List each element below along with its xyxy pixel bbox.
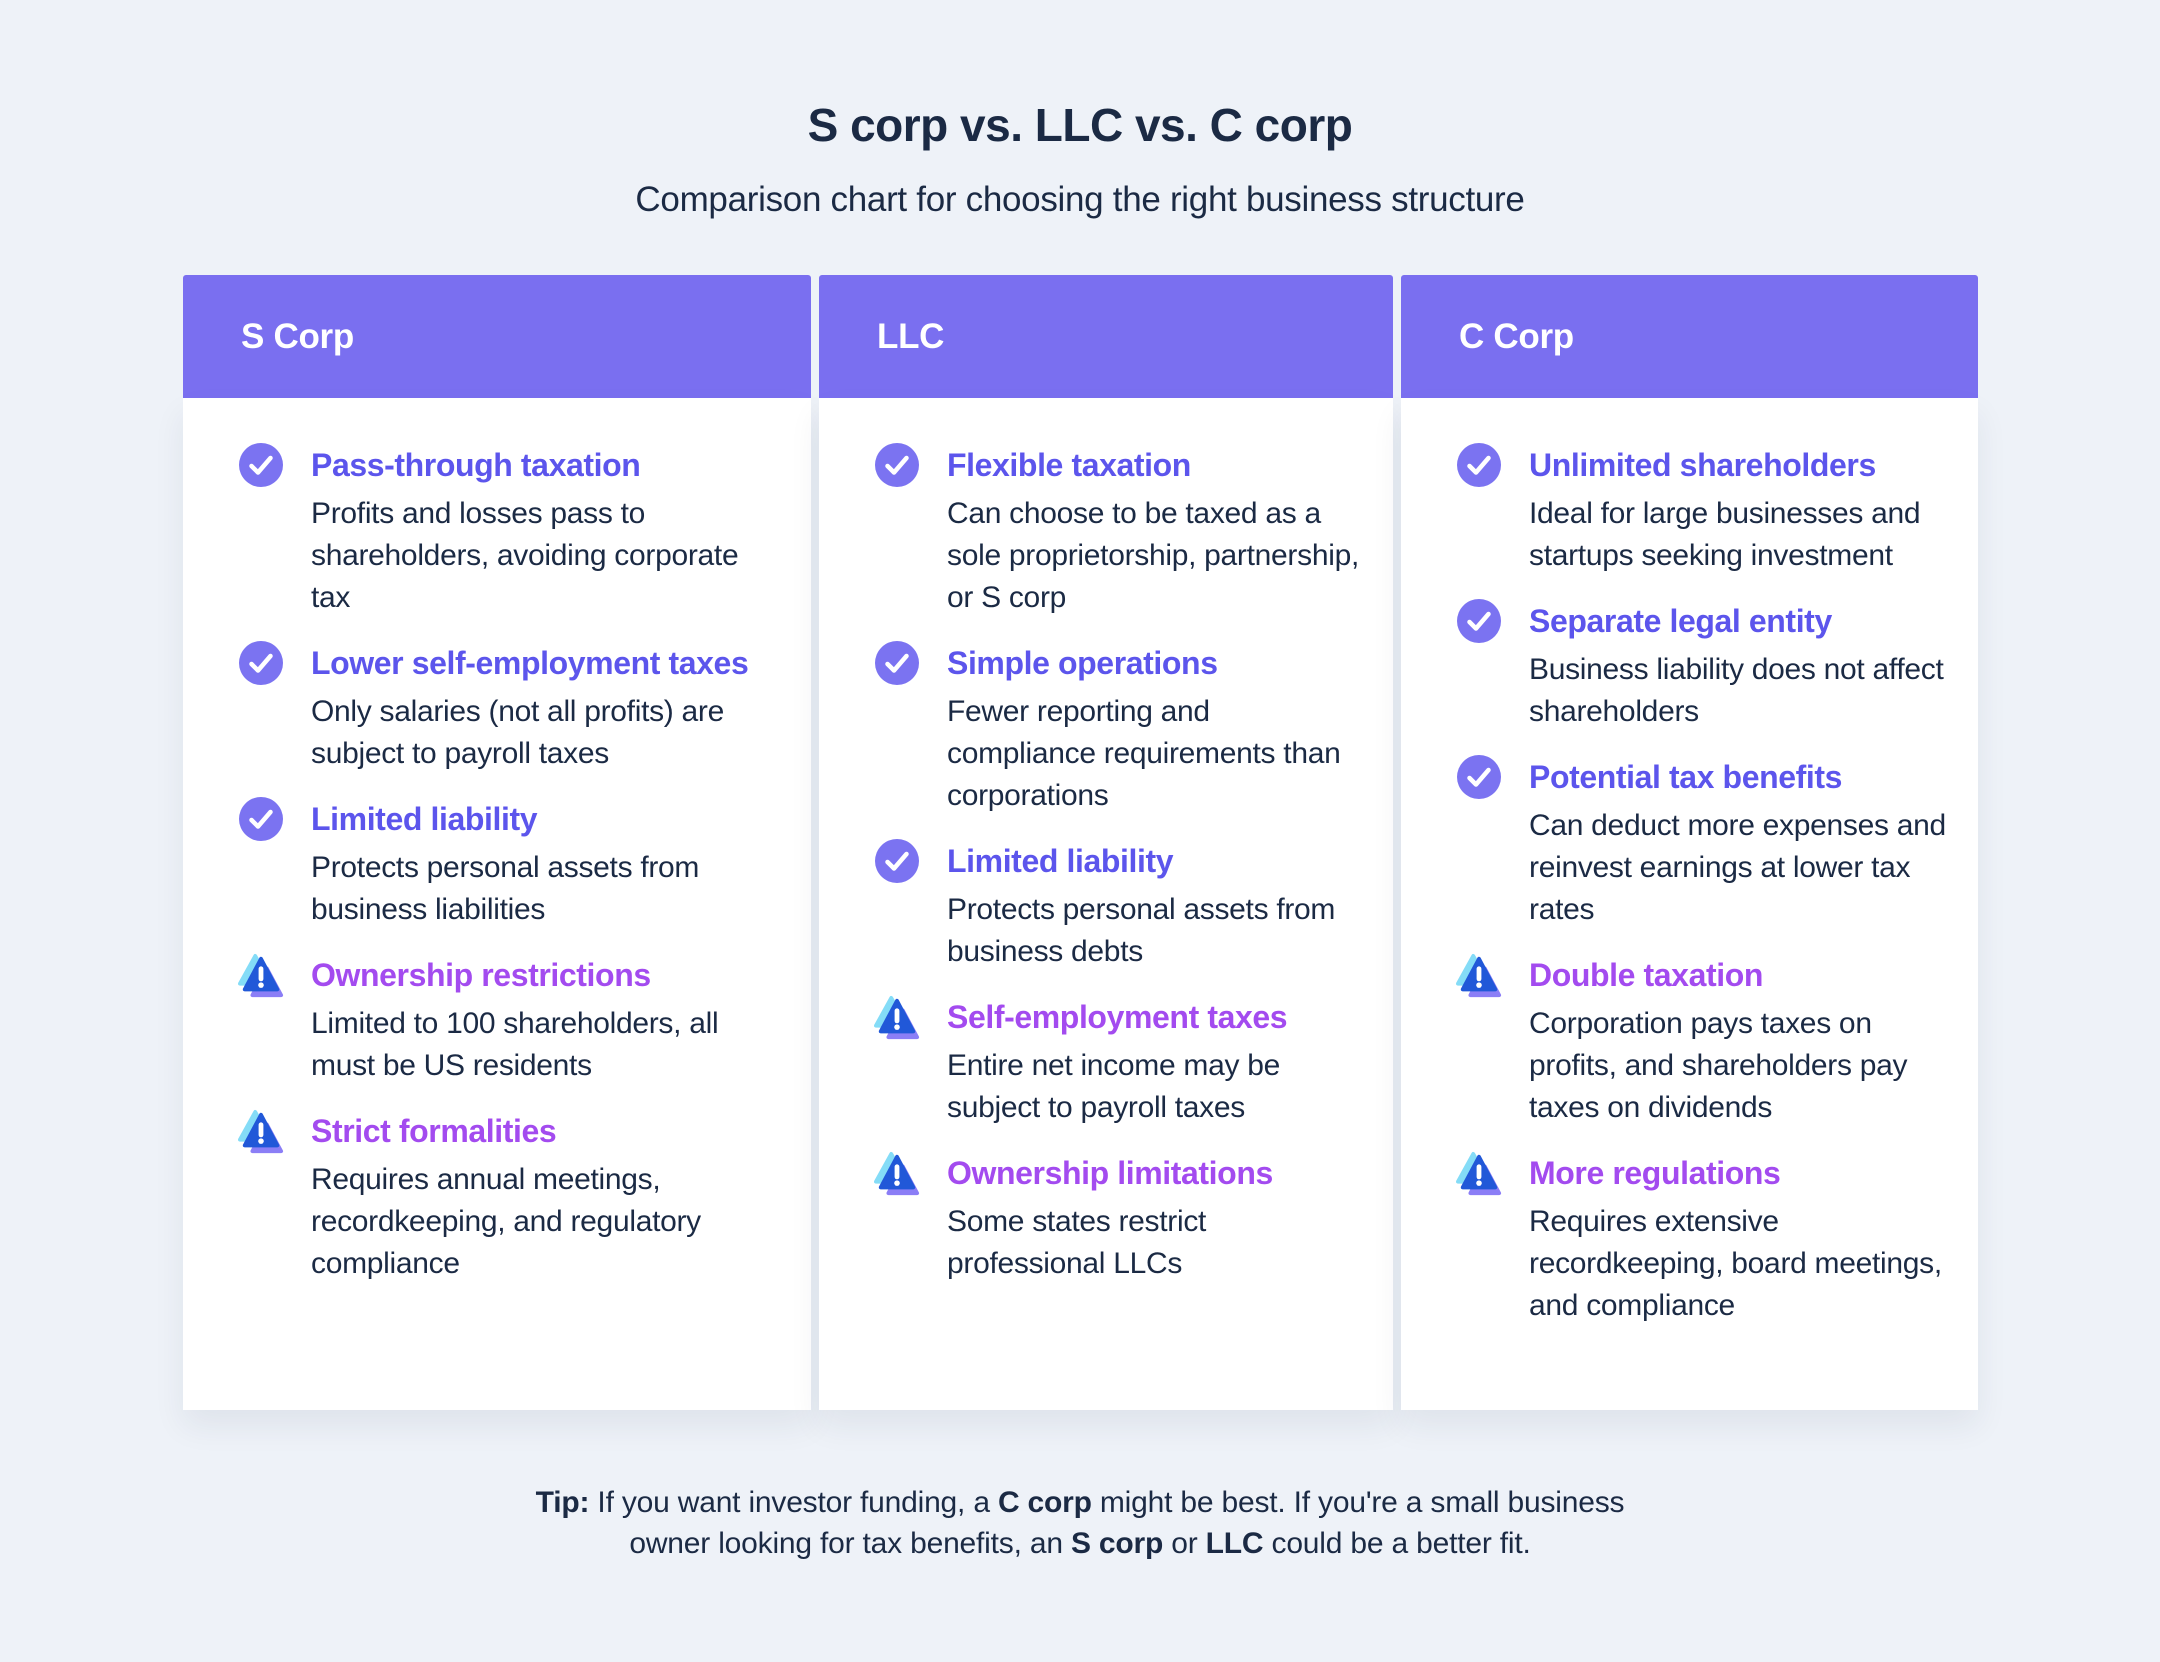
feature-description: Corporation pays taxes on profits, and s… — [1529, 1007, 1908, 1124]
feature-title: Potential tax benefits — [1529, 759, 1843, 795]
feature-item: Ownership limitations Some states restri… — [873, 1151, 1365, 1285]
tip-text-segment: C corp — [997, 1486, 1092, 1519]
feature-item: Simple operations Fewer reporting and co… — [873, 641, 1365, 817]
tip-text-segment: LLC — [1205, 1527, 1264, 1560]
column-header-s-corp: S Corp — [183, 275, 811, 398]
feature-item: Unlimited shareholders Ideal for large b… — [1455, 443, 1950, 577]
feature-description: Can choose to be taxed as a sole proprie… — [947, 497, 1359, 614]
feature-item: Pass-through taxation Profits and losses… — [237, 443, 783, 619]
page-subtitle: Comparison chart for choosing the right … — [635, 180, 1525, 219]
check-icon — [873, 443, 921, 619]
feature-title: Lower self-employment taxes — [311, 645, 749, 681]
column-body-c-corp: Unlimited shareholders Ideal for large b… — [1401, 398, 1978, 1410]
tip-text-segment: could be a better fit. — [1263, 1527, 1531, 1560]
feature-description: Protects personal assets from business l… — [311, 851, 700, 926]
tip-text-segment: If you want investor funding, a — [589, 1486, 998, 1519]
feature-item: Strict formalities Requires annual meeti… — [237, 1109, 783, 1285]
tip-text-segment: or — [1163, 1527, 1206, 1560]
feature-title: Limited liability — [311, 801, 538, 837]
tip-text: Tip: If you want investor funding, a C c… — [500, 1482, 1660, 1564]
check-icon — [1455, 599, 1503, 733]
feature-item: Limited liability Protects personal asse… — [237, 797, 783, 931]
warning-icon — [1455, 953, 1503, 1129]
column-header-llc: LLC — [819, 275, 1393, 398]
column-body-s-corp: Pass-through taxation Profits and losses… — [183, 398, 811, 1410]
warning-icon — [237, 953, 285, 1087]
check-icon — [237, 797, 285, 931]
check-icon — [873, 641, 921, 817]
feature-description: Requires annual meetings, recordkeeping,… — [311, 1163, 701, 1280]
comparison-card: S Corp Pass-through taxation Profits and… — [183, 275, 1978, 1410]
warning-icon — [237, 1109, 285, 1285]
feature-item: Potential tax benefits Can deduct more e… — [1455, 755, 1950, 931]
column-s-corp: S Corp Pass-through taxation Profits and… — [183, 275, 811, 1410]
feature-item: Lower self-employment taxes Only salarie… — [237, 641, 783, 775]
tip-text-segment: Tip: — [535, 1486, 590, 1519]
feature-description: Fewer reporting and compliance requireme… — [947, 695, 1341, 812]
feature-title: Simple operations — [947, 645, 1218, 681]
feature-title: More regulations — [1529, 1155, 1781, 1191]
feature-item: Ownership restrictions Limited to 100 sh… — [237, 953, 783, 1087]
feature-description: Profits and losses pass to shareholders,… — [311, 497, 739, 614]
feature-title: Strict formalities — [311, 1113, 557, 1149]
column-llc: LLC Flexible taxation Can choose to be t… — [819, 275, 1393, 1410]
feature-description: Entire net income may be subject to payr… — [947, 1049, 1280, 1124]
feature-item: More regulations Requires extensive reco… — [1455, 1151, 1950, 1327]
feature-title: Unlimited shareholders — [1529, 447, 1876, 483]
feature-description: Business liability does not affect share… — [1529, 653, 1944, 728]
warning-icon — [1455, 1151, 1503, 1327]
feature-item: Separate legal entity Business liability… — [1455, 599, 1950, 733]
feature-description: Protects personal assets from business d… — [947, 893, 1336, 968]
warning-icon — [873, 995, 921, 1129]
tip-text-segment: might be best. If you're a small busines… — [629, 1486, 1625, 1560]
check-icon — [1455, 443, 1503, 577]
feature-title: Ownership restrictions — [311, 957, 651, 993]
feature-description: Limited to 100 shareholders, all must be… — [311, 1007, 719, 1082]
tip-text-segment: S corp — [1070, 1527, 1164, 1560]
feature-title: Ownership limitations — [947, 1155, 1273, 1191]
column-header-c-corp: C Corp — [1401, 275, 1978, 398]
feature-description: Requires extensive recordkeeping, board … — [1529, 1205, 1942, 1322]
feature-title: Separate legal entity — [1529, 603, 1832, 639]
column-body-llc: Flexible taxation Can choose to be taxed… — [819, 398, 1393, 1410]
feature-description: Only salaries (not all profits) are subj… — [311, 695, 724, 770]
feature-item: Limited liability Protects personal asse… — [873, 839, 1365, 973]
warning-icon — [873, 1151, 921, 1285]
page-title: S corp vs. LLC vs. C corp — [807, 99, 1353, 151]
feature-title: Pass-through taxation — [311, 447, 641, 483]
feature-title: Flexible taxation — [947, 447, 1191, 483]
check-icon — [237, 443, 285, 619]
feature-item: Double taxation Corporation pays taxes o… — [1455, 953, 1950, 1129]
check-icon — [873, 839, 921, 973]
feature-item: Self-employment taxes Entire net income … — [873, 995, 1365, 1129]
feature-title: Self-employment taxes — [947, 999, 1288, 1035]
feature-title: Double taxation — [1529, 957, 1764, 993]
check-icon — [237, 641, 285, 775]
check-icon — [1455, 755, 1503, 931]
feature-description: Ideal for large businesses and startups … — [1529, 497, 1921, 572]
feature-description: Can deduct more expenses and reinvest ea… — [1529, 809, 1946, 926]
feature-item: Flexible taxation Can choose to be taxed… — [873, 443, 1365, 619]
feature-description: Some states restrict professional LLCs — [947, 1205, 1207, 1280]
tip-footer: Tip: If you want investor funding, a C c… — [0, 1482, 2160, 1564]
column-c-corp: C Corp Unlimited shareholders Ideal for … — [1401, 275, 1978, 1410]
feature-title: Limited liability — [947, 843, 1174, 879]
